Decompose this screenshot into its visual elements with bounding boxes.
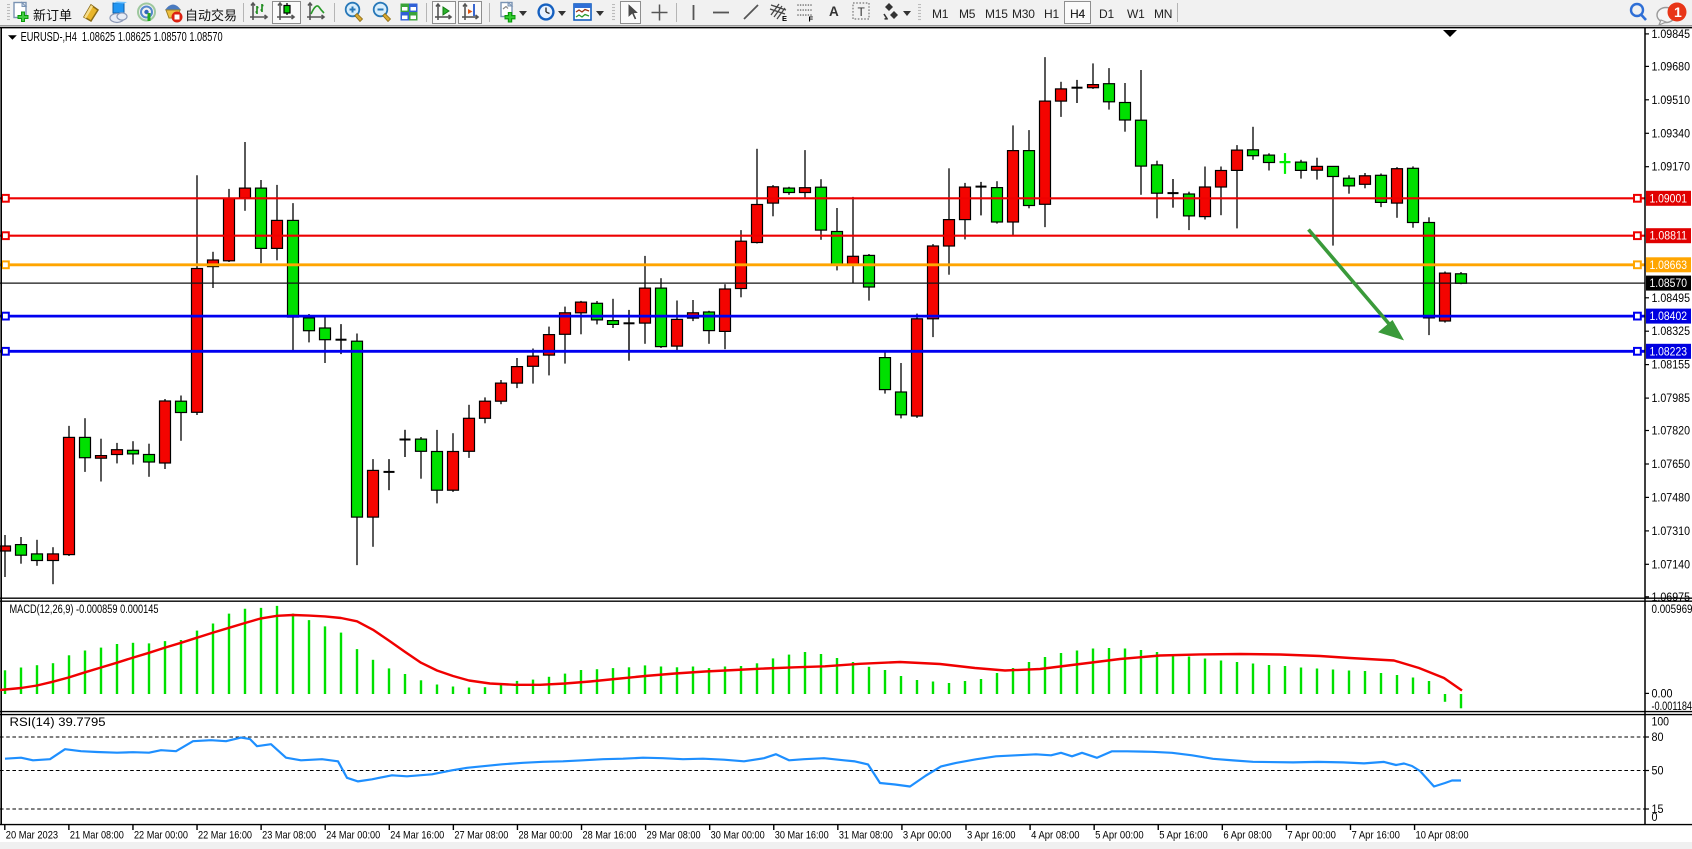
svg-text:-0.001184: -0.001184 (1652, 701, 1692, 713)
svg-text:6 Apr 08:00: 6 Apr 08:00 (1223, 830, 1272, 842)
svg-text:1.07140: 1.07140 (1652, 559, 1691, 571)
svg-text:5 Apr 00:00: 5 Apr 00:00 (1095, 830, 1144, 842)
svg-text:1.08223: 1.08223 (1650, 346, 1688, 358)
svg-text:10 Apr 08:00: 10 Apr 08:00 (1416, 830, 1469, 842)
svg-text:30 Mar 00:00: 30 Mar 00:00 (711, 830, 765, 842)
svg-text:1.08663: 1.08663 (1650, 260, 1688, 272)
svg-text:0.00: 0.00 (1652, 688, 1673, 700)
svg-text:1.07650: 1.07650 (1652, 459, 1691, 471)
svg-text:MACD(12,26,9) -0.000859 0.0001: MACD(12,26,9) -0.000859 0.000145 (10, 604, 159, 616)
svg-text:E: E (782, 14, 787, 23)
svg-text:1.07310: 1.07310 (1652, 526, 1691, 538)
svg-text:80: 80 (1652, 732, 1664, 744)
svg-text:0.005969: 0.005969 (1652, 604, 1692, 616)
svg-text:21 Mar 08:00: 21 Mar 08:00 (70, 830, 124, 842)
svg-text:1.08325: 1.08325 (1652, 326, 1691, 338)
svg-text:100: 100 (1652, 717, 1670, 729)
svg-text:0: 0 (1652, 812, 1658, 824)
svg-text:EURUSD-,H4 1.08625 1.08625 1.: EURUSD-,H4 1.08625 1.08625 1.08570 1.085… (21, 30, 223, 44)
svg-text:1.08570: 1.08570 (1650, 278, 1688, 290)
svg-text:24 Mar 00:00: 24 Mar 00:00 (326, 830, 380, 842)
svg-text:1.09170: 1.09170 (1652, 162, 1691, 174)
svg-text:1.08495: 1.08495 (1652, 293, 1691, 305)
svg-text:RSI(14) 39.7795: RSI(14) 39.7795 (10, 717, 106, 729)
svg-text:1.06975: 1.06975 (1652, 592, 1691, 604)
svg-text:1.09510: 1.09510 (1652, 95, 1691, 107)
svg-text:3 Apr 16:00: 3 Apr 16:00 (967, 830, 1016, 842)
svg-text:50: 50 (1652, 766, 1664, 778)
svg-text:30 Mar 16:00: 30 Mar 16:00 (775, 830, 829, 842)
svg-text:3 Apr 00:00: 3 Apr 00:00 (903, 830, 952, 842)
svg-text:28 Mar 16:00: 28 Mar 16:00 (583, 830, 637, 842)
svg-text:22 Mar 16:00: 22 Mar 16:00 (198, 830, 252, 842)
svg-text:1.07985: 1.07985 (1652, 393, 1691, 405)
svg-text:24 Mar 16:00: 24 Mar 16:00 (390, 830, 444, 842)
svg-text:23 Mar 08:00: 23 Mar 08:00 (262, 830, 316, 842)
svg-text:1.08402: 1.08402 (1650, 311, 1688, 323)
svg-text:F: F (809, 15, 814, 24)
svg-text:1.09680: 1.09680 (1652, 61, 1691, 73)
svg-text:1.07820: 1.07820 (1652, 426, 1691, 438)
svg-text:1.09340: 1.09340 (1652, 128, 1691, 140)
svg-text:7 Apr 16:00: 7 Apr 16:00 (1351, 830, 1400, 842)
svg-text:31 Mar 08:00: 31 Mar 08:00 (839, 830, 893, 842)
svg-text:T: T (858, 5, 866, 19)
svg-text:1.09845: 1.09845 (1652, 29, 1691, 41)
svg-text:5 Apr 16:00: 5 Apr 16:00 (1159, 830, 1208, 842)
svg-text:20 Mar 2023: 20 Mar 2023 (6, 830, 58, 842)
svg-text:28 Mar 00:00: 28 Mar 00:00 (518, 830, 572, 842)
svg-text:1.08811: 1.08811 (1650, 231, 1688, 243)
svg-text:27 Mar 08:00: 27 Mar 08:00 (454, 830, 508, 842)
svg-text:1.08155: 1.08155 (1652, 360, 1691, 372)
svg-text:29 Mar 08:00: 29 Mar 08:00 (647, 830, 701, 842)
svg-text:4 Apr 08:00: 4 Apr 08:00 (1031, 830, 1080, 842)
svg-text:22 Mar 00:00: 22 Mar 00:00 (134, 830, 188, 842)
svg-text:15: 15 (1652, 804, 1664, 816)
svg-text:1.07480: 1.07480 (1652, 492, 1691, 504)
svg-text:7 Apr 00:00: 7 Apr 00:00 (1287, 830, 1336, 842)
svg-text:1: 1 (1674, 4, 1682, 20)
svg-text:1.09001: 1.09001 (1650, 193, 1688, 205)
